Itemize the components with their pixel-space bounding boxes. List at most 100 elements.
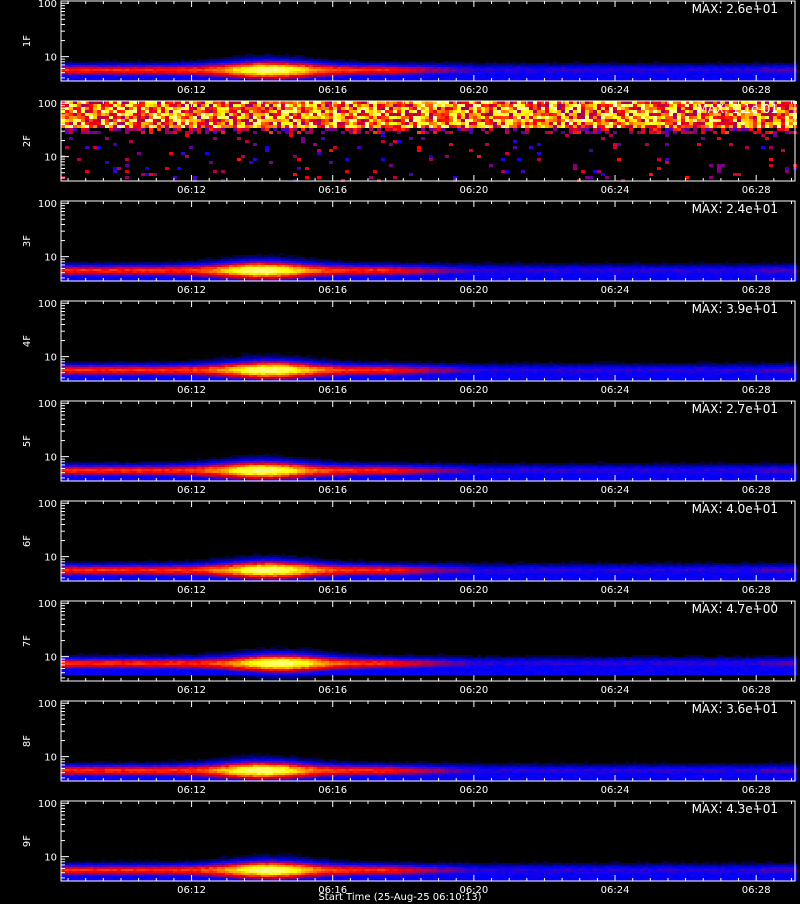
heatmap-cell [69, 125, 73, 128]
heatmap-cell [685, 122, 689, 125]
heatmap-cell [537, 263, 541, 265]
heatmap-cell [345, 263, 349, 265]
heatmap-cell [545, 267, 549, 269]
heatmap-cell [573, 164, 577, 167]
heatmap-cell [233, 261, 237, 263]
heatmap-cell [313, 119, 317, 122]
heatmap-cell [225, 259, 229, 261]
heatmap-cell [449, 122, 453, 125]
heatmap-cell [121, 67, 125, 69]
heatmap-cell [185, 63, 189, 65]
heatmap-cell [153, 113, 157, 116]
heatmap-cell [629, 128, 633, 131]
heatmap-cell [173, 104, 177, 107]
heatmap-cell [273, 119, 277, 122]
heatmap-cell [733, 61, 737, 63]
heatmap-cell [769, 125, 773, 128]
heatmap-cell [749, 122, 753, 125]
heatmap-cell [357, 67, 361, 69]
heatmap-cell [781, 104, 785, 107]
heatmap-cell [289, 65, 293, 67]
heatmap-cell [529, 71, 533, 73]
heatmap-cell [501, 75, 505, 77]
heatmap-cell [81, 269, 85, 271]
heatmap-cell [189, 107, 193, 110]
heatmap-cell [265, 257, 269, 259]
heatmap-cell [645, 113, 649, 116]
heatmap-cell [329, 67, 333, 69]
heatmap-cell [157, 116, 161, 119]
heatmap-cell [653, 116, 657, 119]
heatmap-cell [241, 57, 245, 59]
heatmap-cell [269, 53, 273, 55]
heatmap-cell [65, 261, 69, 263]
heatmap-cell [557, 116, 561, 119]
heatmap-cell [245, 119, 249, 122]
heatmap-cell [353, 125, 357, 128]
heatmap-cell [241, 261, 245, 263]
heatmap-cell [141, 261, 145, 263]
heatmap-cell [721, 131, 725, 134]
heatmap-cell [297, 73, 301, 75]
heatmap-cell [149, 119, 153, 122]
heatmap-cell [605, 265, 609, 267]
heatmap-cell [365, 61, 369, 63]
heatmap-cell [445, 77, 449, 79]
heatmap-cell [281, 128, 285, 131]
heatmap-cell [137, 119, 141, 122]
heatmap-cell [669, 75, 673, 77]
heatmap-cell [545, 116, 549, 119]
heatmap-cell [205, 261, 209, 263]
heatmap-cell [581, 69, 585, 71]
heatmap-cell [465, 104, 469, 107]
heatmap-cell [589, 116, 593, 119]
heatmap-cell [201, 59, 205, 61]
heatmap-cell [285, 104, 289, 107]
heatmap-cell [581, 122, 585, 125]
heatmap-cell [177, 63, 181, 65]
heatmap-cell [433, 71, 437, 73]
heatmap-cell [309, 269, 313, 271]
heatmap-cell [513, 122, 517, 125]
heatmap-cell [189, 146, 193, 149]
heatmap-cell [473, 67, 477, 69]
heatmap-cell [693, 128, 697, 131]
heatmap-cell [761, 75, 765, 77]
heatmap-cell [365, 67, 369, 69]
heatmap-cell [229, 63, 233, 65]
heatmap-cell [225, 75, 229, 77]
heatmap-cell [309, 265, 313, 267]
heatmap-cell [249, 77, 253, 79]
heatmap-cell [81, 263, 85, 265]
heatmap-cell [573, 267, 577, 269]
heatmap-cell [157, 63, 161, 65]
heatmap-cell [597, 73, 601, 75]
heatmap-cell [273, 269, 277, 271]
heatmap-cell [245, 67, 249, 69]
heatmap-cell [177, 263, 181, 265]
heatmap-cell [85, 269, 89, 271]
heatmap-cell [345, 107, 349, 110]
heatmap-cell [145, 265, 149, 267]
heatmap-cell [441, 265, 445, 267]
heatmap-cell [765, 77, 769, 79]
heatmap-cell [433, 261, 437, 263]
heatmap-cell [457, 71, 461, 73]
heatmap-cell [513, 116, 517, 119]
heatmap-cell [217, 61, 221, 63]
heatmap-cell [117, 107, 121, 110]
heatmap-cell [257, 257, 261, 259]
heatmap-cell [745, 69, 749, 71]
heatmap-cell [313, 143, 317, 146]
heatmap-cell [545, 104, 549, 107]
heatmap-cell [145, 261, 149, 263]
heatmap-cell [573, 263, 577, 265]
heatmap-cell [553, 67, 557, 69]
heatmap-cell [581, 128, 585, 131]
heatmap-cell [549, 269, 553, 271]
heatmap-cell [417, 61, 421, 63]
heatmap-cell [89, 71, 93, 73]
heatmap-cell [261, 63, 265, 65]
heatmap-cell [129, 67, 133, 69]
heatmap-cell [181, 269, 185, 271]
